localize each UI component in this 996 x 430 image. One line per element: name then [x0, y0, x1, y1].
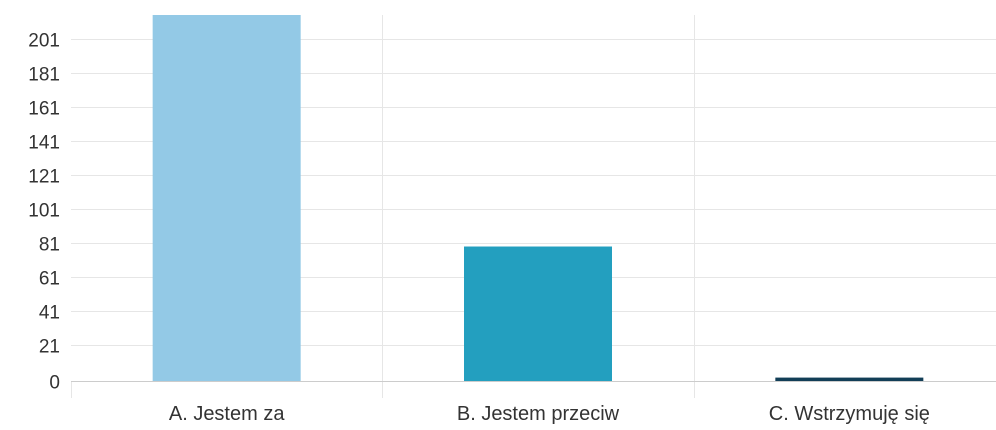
y-tick-label: 121	[28, 167, 60, 188]
bar-3[interactable]	[775, 377, 924, 381]
y-tick-label: 201	[28, 31, 60, 52]
y-tick-label: 161	[28, 99, 60, 120]
y-tick-label: 0	[49, 373, 60, 394]
y-tick-label: 21	[39, 337, 60, 358]
y-tick-label: 61	[39, 269, 60, 290]
x-category-label: A. Jestem za	[169, 403, 285, 425]
y-tick-label: 101	[28, 201, 60, 222]
y-tick-label: 181	[28, 65, 60, 86]
y-tick-label: 81	[39, 235, 60, 256]
label-layer: 0 21 41 61 81 101 121 141 161 181 201 A. Jestem za B…	[28, 31, 930, 426]
bar-layer	[152, 15, 924, 381]
y-tick-label: 41	[39, 303, 60, 324]
x-category-label: C. Wstrzymuję się	[769, 403, 930, 425]
bar-2[interactable]	[464, 246, 612, 381]
axis-layer	[71, 381, 996, 398]
y-tick-label: 141	[28, 133, 60, 154]
bar-1[interactable]	[152, 15, 301, 381]
x-category-label: B. Jestem przeciw	[457, 403, 620, 425]
